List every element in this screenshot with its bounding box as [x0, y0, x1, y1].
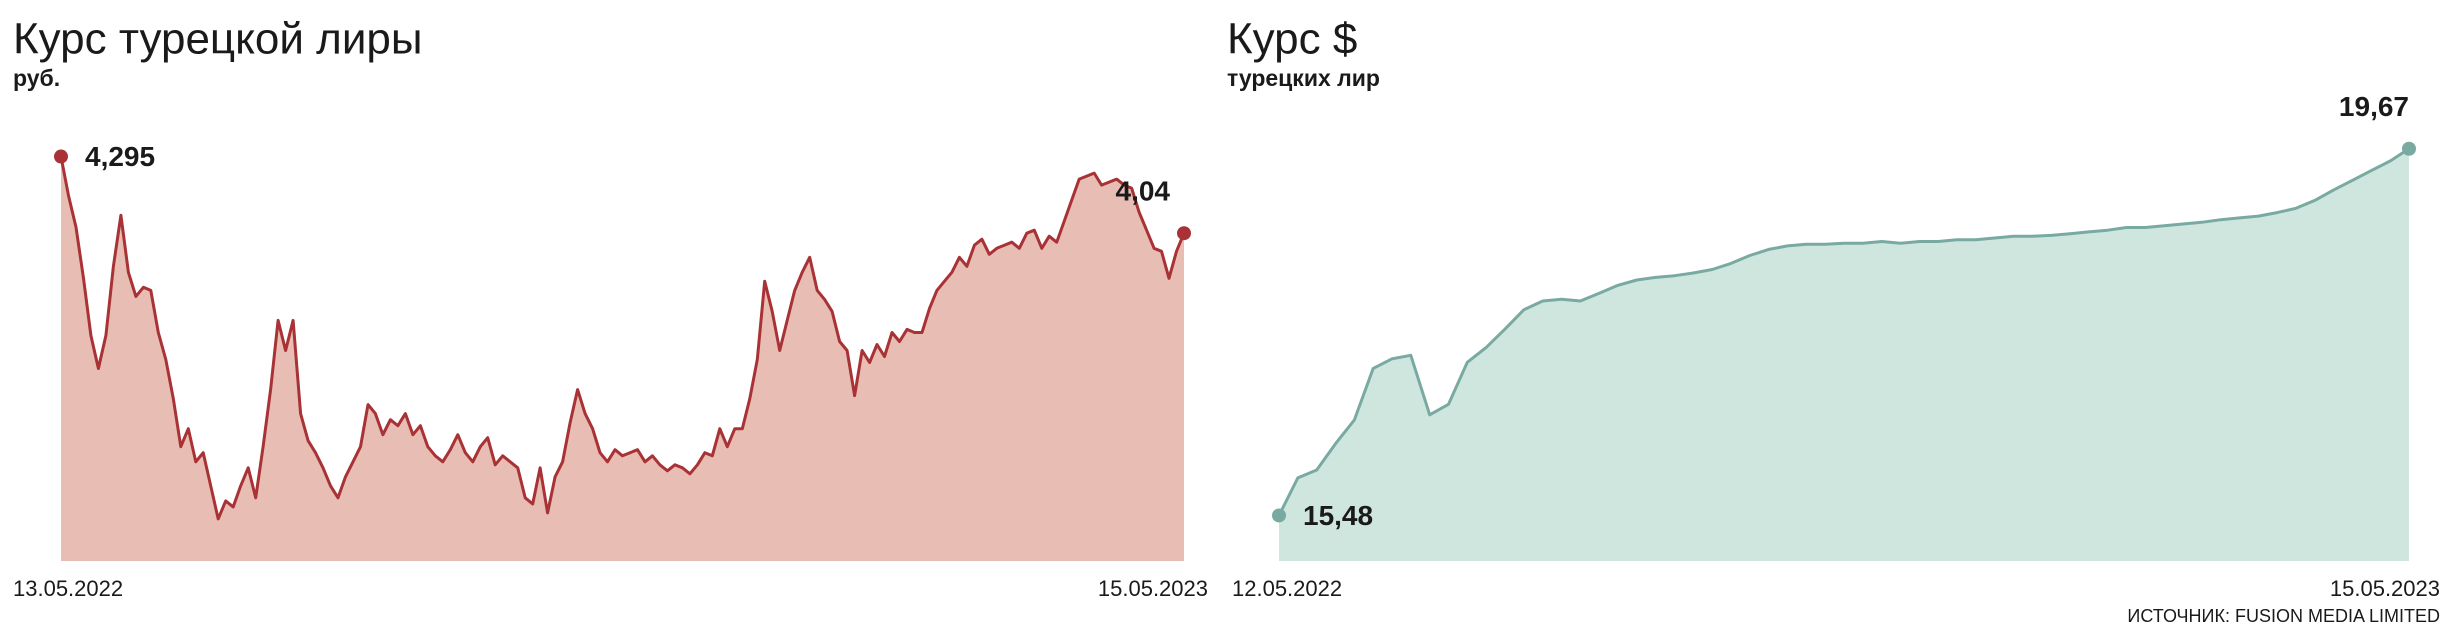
area-fill	[1279, 148, 2409, 562]
x-tick-label: 15.05.2023	[2330, 576, 2440, 601]
chart-title: Курс турецкой лиры	[13, 15, 423, 64]
chart-title: Курс $	[1227, 15, 1357, 64]
value-label: 19,67	[2339, 91, 2409, 122]
x-tick-label: 15.05.2023	[1098, 576, 1208, 601]
end-marker	[2402, 141, 2416, 156]
chart-subtitle: руб.	[13, 65, 60, 91]
value-label: 4,295	[85, 141, 155, 172]
chart-subtitle: турецких лир	[1227, 65, 1380, 91]
end-marker	[1272, 508, 1286, 523]
area-fill	[61, 156, 1184, 561]
x-tick-label: 12.05.2022	[1232, 576, 1342, 601]
line	[1277, 147, 2410, 517]
value-label: 4,04	[1116, 176, 1171, 207]
value-label: 15,48	[1303, 500, 1373, 531]
end-marker	[54, 149, 68, 164]
x-tick-label: 13.05.2022	[13, 576, 123, 601]
source: ИСТОЧНИК: FUSION MEDIA LIMITED	[2127, 606, 2440, 626]
line	[59, 156, 1186, 521]
end-marker	[1177, 226, 1191, 241]
